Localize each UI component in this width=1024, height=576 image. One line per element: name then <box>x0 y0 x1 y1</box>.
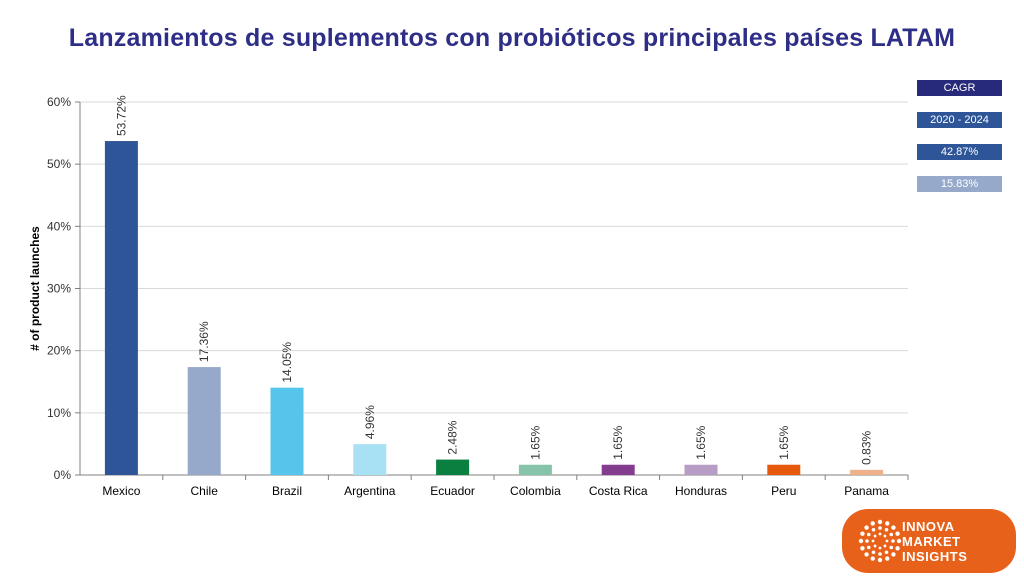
cagr-value-secondary: 15.83% <box>917 176 1002 192</box>
logo-dot <box>864 525 869 530</box>
y-tick-label: 10% <box>47 406 71 420</box>
y-tick-label: 30% <box>47 282 71 296</box>
logo-dot <box>895 531 900 536</box>
logo-line-3: INSIGHTS <box>902 549 968 564</box>
logo-dot <box>883 534 887 538</box>
x-tick-label: Panama <box>844 484 889 498</box>
logo-dot <box>860 546 865 551</box>
innova-logo: INNOVA MARKET INSIGHTS <box>842 509 1016 573</box>
logo-dot <box>870 556 875 561</box>
bar-colombia <box>518 464 552 475</box>
y-tick-label: 0% <box>54 468 72 482</box>
logo-dot <box>885 521 890 526</box>
page-title: Lanzamientos de suplementos con probióti… <box>68 24 956 52</box>
logo-dot <box>865 539 869 543</box>
x-tick-label: Mexico <box>102 484 140 498</box>
logo-dot <box>873 544 877 548</box>
logo-dot <box>885 539 889 543</box>
y-tick-label: 50% <box>47 157 71 171</box>
logo-line-1: INNOVA <box>902 519 955 534</box>
logo-line-2: MARKET <box>902 534 961 549</box>
x-tick-label: Honduras <box>675 484 727 498</box>
logo-dot <box>877 557 883 563</box>
logo-dot <box>871 550 876 555</box>
data-label: 2.48% <box>446 420 460 454</box>
bar-argentina <box>353 444 387 475</box>
logo-dot <box>878 526 882 530</box>
data-label: 53.72% <box>114 95 128 136</box>
logo-dot <box>870 521 875 526</box>
logo-dot <box>891 552 896 557</box>
logo-dot <box>889 532 894 537</box>
logo-dot <box>884 527 889 532</box>
y-tick-label: 60% <box>47 95 71 109</box>
logo-text: INNOVA MARKET INSIGHTS <box>902 519 967 564</box>
bar-brazil <box>270 387 304 475</box>
logo-dot <box>871 539 875 543</box>
logo-dot <box>889 545 894 550</box>
logo-dot <box>878 546 882 550</box>
logo-dot <box>878 552 882 556</box>
data-label: 14.05% <box>280 342 294 383</box>
bar-chile <box>187 367 221 475</box>
logo-dot <box>883 544 887 548</box>
logo-dot <box>891 525 896 530</box>
x-tick-label: Costa Rica <box>589 484 648 498</box>
data-label: 1.65% <box>777 425 791 459</box>
y-axis-label: # of product launches <box>28 226 42 351</box>
logo-dot <box>878 532 882 536</box>
logo-dot <box>860 531 865 536</box>
data-label: 17.36% <box>197 321 211 362</box>
bar-ecuador <box>436 459 470 475</box>
data-label: 4.96% <box>363 405 377 439</box>
logo-dot <box>896 538 902 544</box>
logo-dot <box>871 527 876 532</box>
logo-dots-icon <box>858 519 902 563</box>
logo-dot <box>866 532 871 537</box>
logo-dot <box>864 552 869 557</box>
x-tick-label: Brazil <box>272 484 302 498</box>
data-label: 1.65% <box>694 425 708 459</box>
data-label: 1.65% <box>528 425 542 459</box>
bar-peru <box>767 464 801 475</box>
logo-dot <box>877 519 883 525</box>
logo-dot <box>885 556 890 561</box>
logo-dot <box>895 546 900 551</box>
data-label: 1.65% <box>611 425 625 459</box>
logo-dot <box>891 539 895 543</box>
logo-dot <box>884 550 889 555</box>
bar-panama <box>850 469 884 475</box>
x-tick-label: Chile <box>191 484 219 498</box>
logo-dot <box>873 534 877 538</box>
x-tick-label: Peru <box>771 484 796 498</box>
logo-dot <box>866 545 871 550</box>
cagr-value-mexico: 42.87% <box>917 144 1002 160</box>
data-label: 0.83% <box>860 430 874 464</box>
bar-honduras <box>684 464 718 475</box>
x-tick-label: Ecuador <box>430 484 475 498</box>
y-tick-label: 40% <box>47 219 71 233</box>
y-tick-label: 20% <box>47 344 71 358</box>
bar-mexico <box>104 141 138 476</box>
bar-costa-rica <box>601 464 635 475</box>
cagr-header: CAGR <box>917 80 1002 96</box>
x-tick-label: Colombia <box>510 484 561 498</box>
cagr-period: 2020 - 2024 <box>917 112 1002 128</box>
x-tick-label: Argentina <box>344 484 396 498</box>
logo-dot <box>858 538 864 544</box>
